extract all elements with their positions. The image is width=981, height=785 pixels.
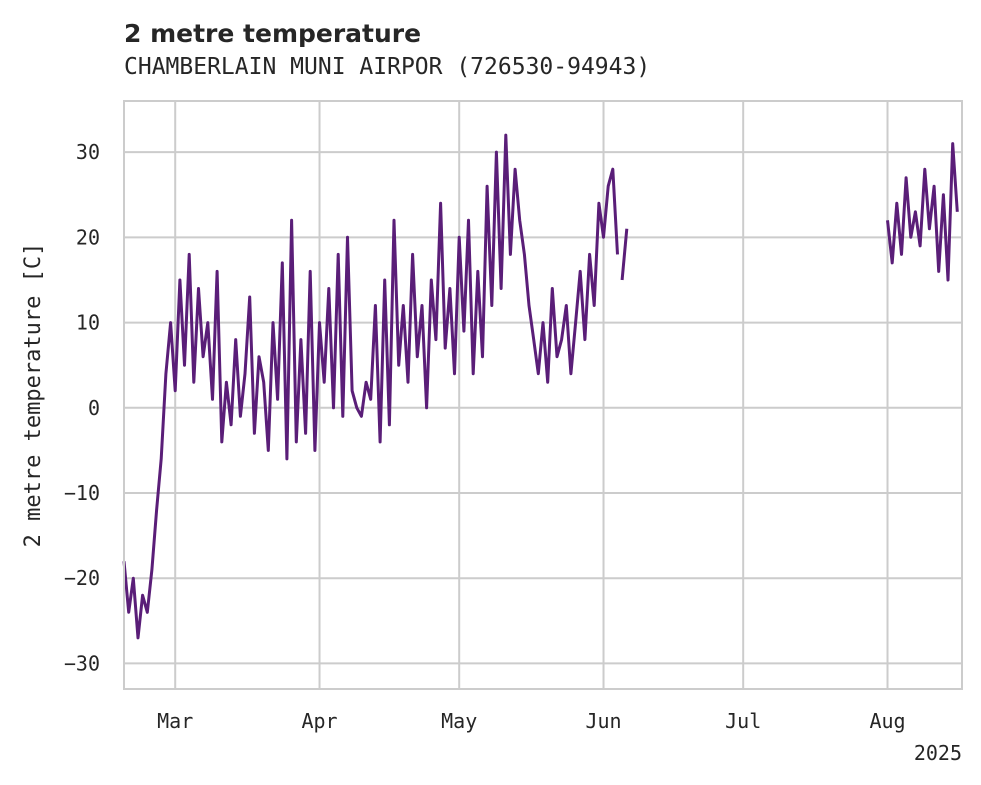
y-tick-label: −20: [64, 566, 100, 590]
temperature-series-line: [886, 142, 959, 282]
y-tick-label: −30: [64, 651, 100, 675]
x-tick-label: Jul: [725, 709, 761, 733]
chart-title: 2 metre temperature: [124, 19, 421, 48]
y-axis-label: 2 metre temperature [C]: [21, 243, 46, 548]
y-tick-label: 10: [76, 311, 100, 335]
y-tick-label: 20: [76, 225, 100, 249]
y-tick-label: 0: [88, 396, 100, 420]
temperature-series-line: [620, 228, 629, 281]
x-year-label: 2025: [914, 741, 962, 765]
x-tick-label: Mar: [157, 709, 193, 733]
x-tick-label: Jun: [585, 709, 621, 733]
x-tick-label: Aug: [869, 709, 905, 733]
y-tick-label: 30: [76, 140, 100, 164]
x-tick-label: Apr: [301, 709, 337, 733]
temperature-series-line: [122, 133, 619, 640]
series-layer: [122, 133, 959, 640]
plot-frame: [123, 100, 963, 690]
x-tick-label: May: [441, 709, 477, 733]
grid-lines: [124, 101, 962, 689]
chart-subtitle: CHAMBERLAIN MUNI AIRPOR (726530-94943): [124, 54, 650, 80]
tick-labels: −30 −20 −10 0 10 20 30 Mar Apr May Jun Jul Aug: [64, 140, 906, 733]
y-tick-label: −10: [64, 481, 100, 505]
